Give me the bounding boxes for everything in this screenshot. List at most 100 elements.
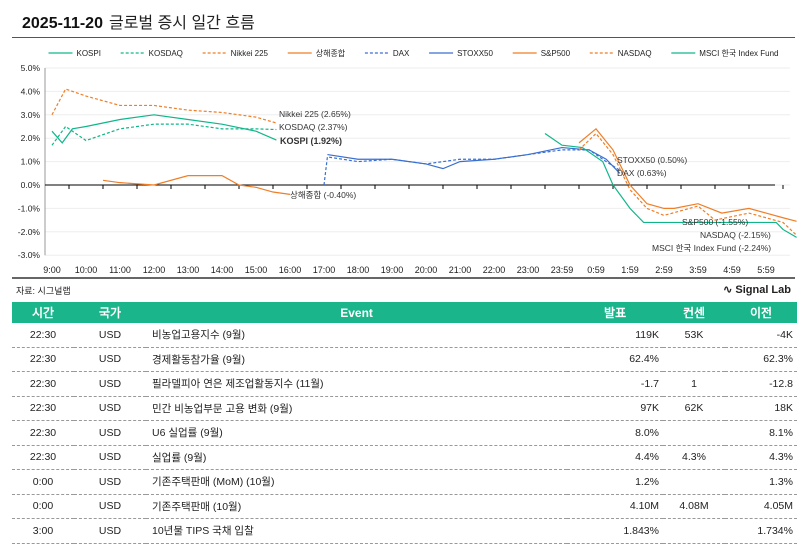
table-cell: 62K	[663, 396, 725, 421]
table-row: 3:00 USD 10년물 TIPS 국채 입찰 1.843% 1.734%	[12, 518, 797, 544]
table-cell: 1.843%	[567, 518, 663, 544]
x-tick-label: 2:59	[655, 265, 673, 275]
series-line-6	[578, 127, 797, 222]
table-cell: USD	[74, 420, 146, 446]
title-text: 글로벌 증시 일간 흐름	[108, 15, 255, 32]
pulse-icon: ∿	[723, 284, 736, 296]
x-tick-label: 20:00	[415, 265, 438, 275]
table-row: 22:30 USD 비농업고용지수 (9월) 119K 53K -4K	[12, 323, 797, 348]
legend-label: STOXX50	[457, 49, 493, 58]
x-tick-label: 16:00	[279, 265, 302, 275]
date: 2025-11-20	[22, 15, 103, 32]
table-row: 22:30 USD 필라델피아 연은 제조업활동지수 (11월) -1.7 1 -12.8	[12, 371, 797, 397]
x-tick-label: 10:00	[75, 265, 98, 275]
column-header: 컨센	[663, 302, 725, 323]
x-tick-label: 1:59	[621, 265, 639, 275]
table-cell: 4.08M	[663, 494, 725, 519]
table-cell: 22:30	[12, 420, 74, 446]
y-tick-label: 3.0%	[21, 110, 41, 120]
table-row: 22:30 USD 민간 비농업부문 고용 변화 (9월) 97K 62K 18K	[12, 396, 797, 421]
legend-label: NASDAQ	[618, 49, 652, 58]
legend-label: KOSDAQ	[149, 49, 183, 58]
table-cell: 8.0%	[567, 420, 663, 446]
column-header: Event	[146, 302, 568, 323]
table-cell: 민간 비농업부문 고용 변화 (9월)	[146, 396, 568, 421]
table-cell: 4.10M	[567, 494, 663, 519]
table-cell: USD	[74, 469, 146, 495]
x-tick-label: 0:59	[587, 265, 605, 275]
line-chart: KOSPI KOSDAQ Nikkei 225 상해종합 DAX STOXX50 S&P50…	[12, 48, 798, 279]
y-tick-label: 1.0%	[21, 157, 41, 167]
table-cell: -1.7	[567, 371, 663, 397]
table-cell: 3:00	[12, 518, 74, 544]
table-cell: USD	[74, 445, 146, 470]
table-cell: 4.4%	[567, 445, 663, 470]
y-tick-label: -2.0%	[18, 227, 41, 237]
y-tick-label: -3.0%	[18, 250, 41, 260]
series-line-0	[51, 114, 277, 144]
table-cell: USD	[74, 347, 146, 372]
table-cell: USD	[74, 323, 146, 348]
x-tick-label: 4:59	[723, 265, 741, 275]
table-cell: 1.3%	[725, 469, 797, 495]
table-row: 22:30 USD 실업률 (9월) 4.4% 4.3% 4.3%	[12, 445, 797, 470]
x-tick-label: 18:00	[347, 265, 370, 275]
column-header: 이전	[725, 302, 797, 323]
column-header: 국가	[74, 302, 146, 323]
table-cell: 119K	[567, 323, 663, 348]
brand-logo: ∿ Signal Lab	[723, 283, 791, 296]
end-label: S&P500 (-1.55%)	[682, 217, 748, 227]
series-line-7	[578, 132, 798, 236]
table-cell: 1.734%	[725, 518, 797, 544]
table-cell: -12.8	[725, 371, 797, 397]
table-cell: 10년물 TIPS 국채 입찰	[146, 518, 568, 544]
table-cell: 0:00	[12, 494, 74, 519]
table-cell: -4K	[725, 323, 797, 348]
page-title: 2025-11-20 글로벌 증시 일간 흐름	[22, 9, 255, 33]
series-line-1	[51, 123, 277, 146]
y-tick-label: 0.0%	[21, 180, 41, 190]
series-line-3	[102, 175, 291, 195]
series-line-8	[544, 133, 797, 238]
column-header: 시간	[12, 302, 74, 323]
table-cell: 4.05M	[725, 494, 797, 519]
end-label: Nikkei 225 (2.65%)	[279, 109, 351, 119]
series-line-5	[327, 146, 621, 174]
table-row: 22:30 USD U6 실업률 (9월) 8.0% 8.1%	[12, 420, 797, 446]
table-cell: 53K	[663, 323, 725, 348]
legend-label: 상해종합	[316, 48, 346, 58]
table-cell: 0:00	[12, 469, 74, 495]
table-cell: USD	[74, 396, 146, 421]
table-cell: 22:30	[12, 371, 74, 397]
table-cell	[663, 347, 725, 372]
table-cell: 1.2%	[567, 469, 663, 495]
table-cell: 62.4%	[567, 347, 663, 372]
table-row: 0:00 USD 기존주택판매 (10월) 4.10M 4.08M 4.05M	[12, 494, 797, 519]
table-cell: 97K	[567, 396, 663, 421]
divider	[12, 37, 795, 38]
x-tick-label: 11:00	[109, 265, 131, 275]
y-tick-label: 4.0%	[21, 86, 41, 96]
end-label: DAX (0.63%)	[617, 168, 667, 178]
series-line-4	[323, 149, 621, 186]
column-header: 발표	[567, 302, 663, 323]
end-label: MSCI 한국 Index Fund (-2.24%)	[652, 243, 771, 253]
legend-label: DAX	[393, 49, 410, 58]
table-cell: U6 실업률 (9월)	[146, 420, 568, 446]
table-cell: 4.3%	[725, 445, 797, 470]
x-tick-label: 19:00	[381, 265, 404, 275]
x-tick-label: 14:00	[211, 265, 234, 275]
table-cell: 22:30	[12, 323, 74, 348]
table-row: 22:30 USD 경제활동참가율 (9월) 62.4% 62.3%	[12, 347, 797, 372]
table-cell: USD	[74, 518, 146, 544]
table-cell: 1	[663, 371, 725, 397]
x-tick-label: 17:00	[313, 265, 336, 275]
table-cell	[663, 420, 725, 446]
y-tick-label: -1.0%	[18, 203, 41, 213]
x-tick-label: 5:59	[757, 265, 775, 275]
table-cell: 8.1%	[725, 420, 797, 446]
table-cell: USD	[74, 371, 146, 397]
legend-label: S&P500	[541, 49, 571, 58]
source-note: 자료: 시그널랩	[16, 286, 71, 296]
end-label: NASDAQ (-2.15%)	[700, 230, 771, 240]
